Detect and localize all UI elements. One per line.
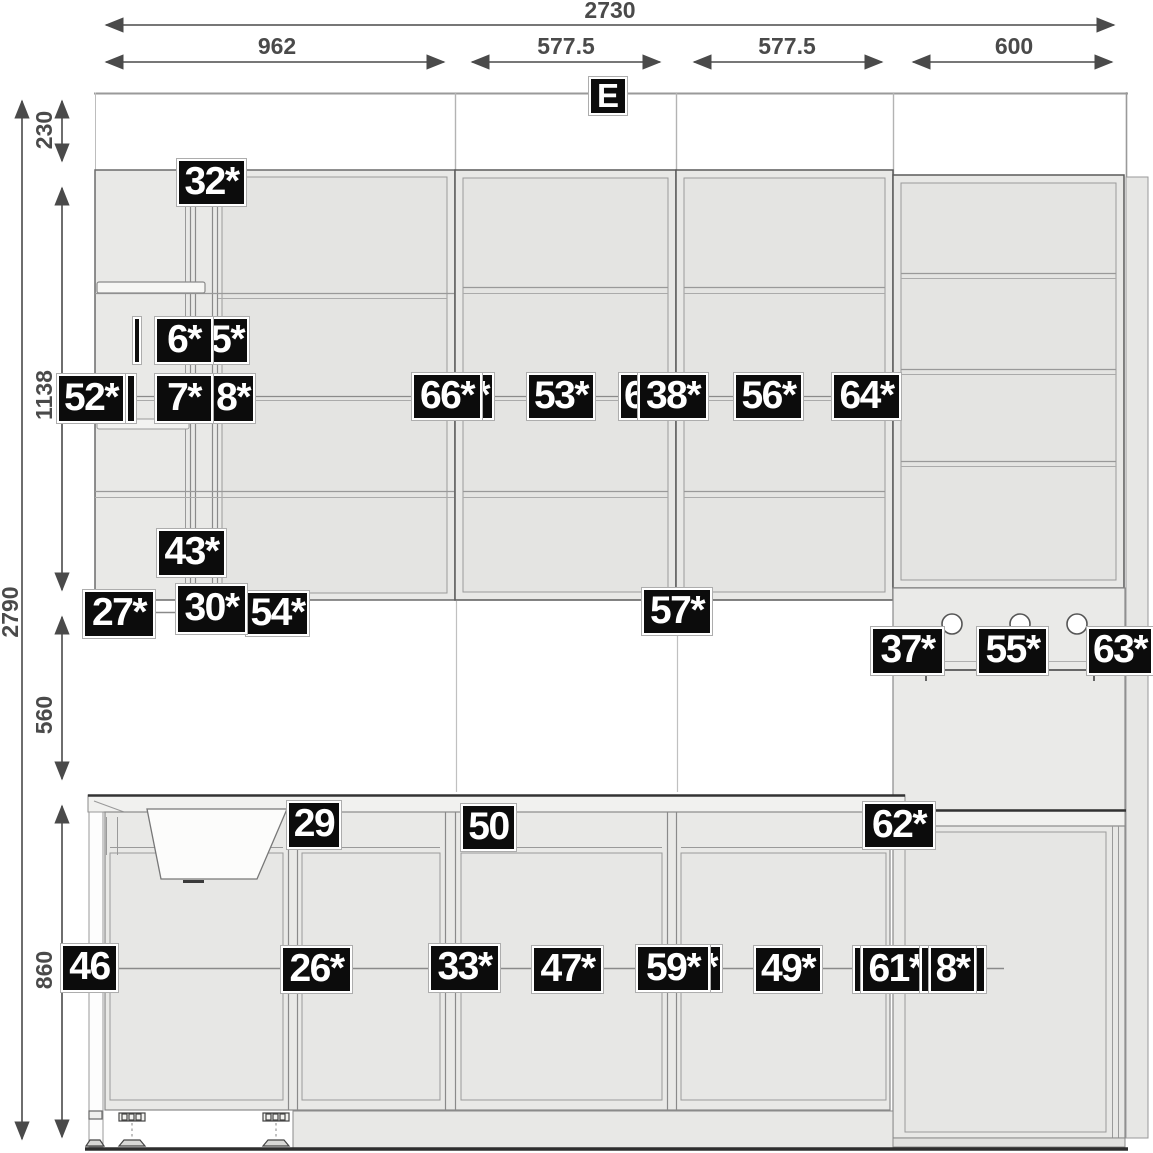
- tag-29: 29: [287, 801, 341, 849]
- tag-46: 46: [61, 944, 118, 992]
- tag-e: E: [589, 77, 627, 115]
- tag-33: 33*: [429, 944, 500, 992]
- tag-47: 47*: [532, 946, 603, 993]
- tag-26: 26*: [281, 946, 352, 993]
- tag-partial-b: [126, 374, 136, 423]
- tag-32: 32*: [177, 159, 246, 206]
- oven-knob-icon: [1066, 613, 1088, 635]
- tag-30: 30*: [176, 584, 247, 634]
- tag-54: 54*: [246, 591, 309, 636]
- plinth-panel: [292, 1110, 894, 1149]
- tag-27: 27*: [83, 590, 155, 638]
- cabinet-feet: [84, 1110, 291, 1147]
- tag-37: 37*: [871, 627, 944, 675]
- tag-50: 50: [461, 804, 516, 851]
- tag-64: 64*: [832, 373, 901, 420]
- tag-62: 62*: [863, 802, 935, 849]
- wall-shelf: [96, 281, 206, 294]
- tag-6: 6*: [155, 317, 213, 364]
- tag-43: 43*: [157, 529, 226, 577]
- tag-48: 8*: [929, 946, 976, 993]
- tag-59: 59*: [636, 945, 710, 992]
- dim-top-total: 2730: [584, 0, 636, 23]
- tag-56: 56*: [734, 373, 803, 420]
- tall-cabinet-base: [892, 825, 1126, 1148]
- tag-52: 52*: [57, 374, 125, 423]
- tag-57: 57*: [642, 588, 712, 635]
- sink-cross-section: [146, 808, 288, 883]
- tag-38: 38*: [638, 373, 708, 420]
- tag-49: 49*: [754, 946, 822, 993]
- oven-knob-icon: [941, 613, 963, 635]
- tag-55: 55*: [977, 627, 1048, 675]
- tag-63: 63*: [1087, 627, 1153, 675]
- tag-7: 7*: [155, 374, 213, 423]
- tag-66: 66*: [412, 373, 482, 420]
- tag-partial-a: [133, 317, 141, 364]
- tag-connector-lines: [118, 611, 1004, 970]
- tag-61: 61*: [861, 946, 930, 993]
- tag-53: 53*: [527, 373, 595, 420]
- dimension-lines: [14, 17, 1116, 1141]
